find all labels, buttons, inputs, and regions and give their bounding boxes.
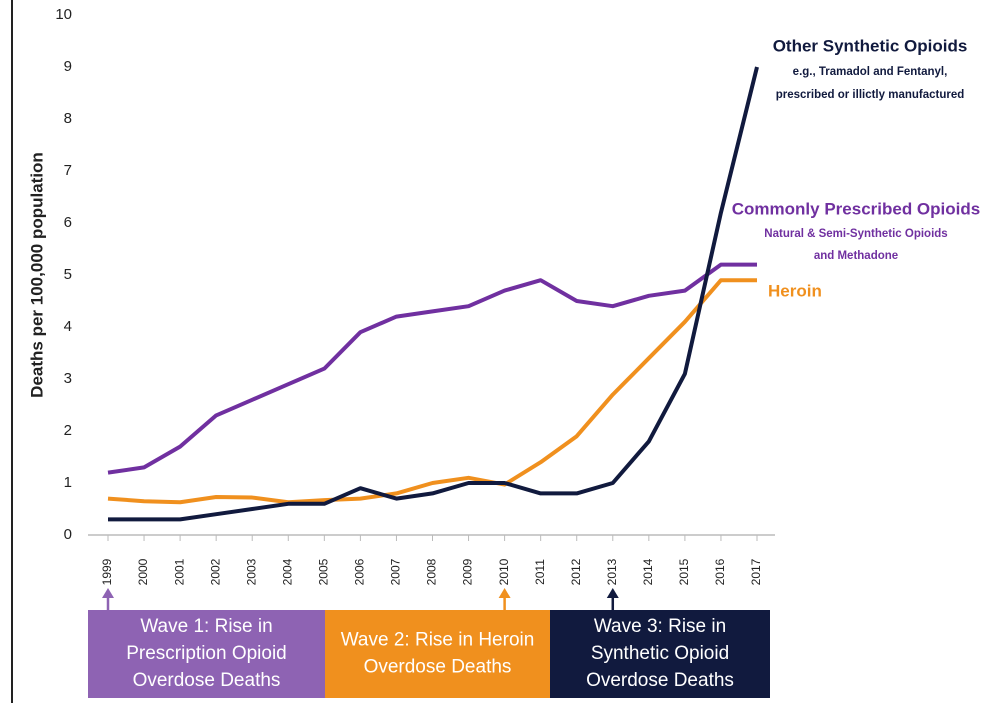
y-tick-label: 6 [64,214,72,231]
wave-arrowhead [102,588,114,598]
x-tick-label: 2016 [713,558,727,585]
wave-text: Overdose Deaths [133,670,281,691]
wave-text: Wave 3: Rise in [594,616,726,637]
wave-text: Synthetic Opioid [591,643,729,664]
series-description: e.g., Tramadol and Fentanyl, [793,66,948,78]
x-tick-label: 2015 [677,558,691,585]
x-tick-label: 2006 [353,558,367,585]
wave-text: Wave 1: Rise in [140,616,272,637]
y-tick-label: 4 [64,318,72,335]
x-tick-label: 2010 [497,558,511,585]
wave-arrowhead [606,588,619,598]
x-tick-label: 2009 [461,558,475,585]
series-line [107,278,757,505]
x-tick-label: 2007 [389,558,403,585]
wave-text: Overdose Deaths [586,670,734,691]
series-description: and Methadone [814,250,898,262]
x-tick-label: 2014 [641,558,655,585]
x-tick-label: 2001 [172,558,186,585]
y-tick-label: 5 [64,266,72,283]
x-tick-label: 2005 [317,558,331,585]
x-tick-label: 2004 [280,558,294,585]
y-tick-label: 3 [64,370,72,387]
x-tick-label: 2003 [244,558,258,585]
wave-text: Overdose Deaths [364,657,512,678]
y-axis-label: Deaths per 100,000 population [27,152,46,398]
x-tick-label: 2012 [569,558,583,585]
wave-box [88,610,325,698]
x-tick-label: 2011 [533,559,547,585]
x-tick-label: 2008 [425,558,439,585]
series-line [107,262,757,475]
series-label: Commonly Prescribed Opioids [732,199,980,218]
y-tick-label: 0 [64,526,72,543]
wave-text: Wave 2: Rise in Heroin [341,630,535,651]
wave-text: Prescription Opioid [126,643,287,664]
x-tick-label: 2017 [749,558,763,585]
series-label: Heroin [768,281,822,300]
y-tick-label: 7 [64,162,72,179]
y-tick-label: 8 [64,110,72,127]
y-tick-label: 2 [64,422,72,439]
y-tick-label: 9 [64,58,72,75]
x-tick-label: 2002 [208,558,222,585]
x-tick-label: 2013 [605,558,619,585]
series-line [108,66,759,522]
series-description: prescribed or illictly manufactured [776,89,965,101]
y-tick-label: 1 [64,474,72,491]
x-tick-label: 1999 [100,558,114,585]
series-description: Natural & Semi-Synthetic Opioids [764,228,947,240]
y-tick-label: 10 [55,6,72,23]
wave-arrowhead [498,588,511,598]
series-label: Other Synthetic Opioids [773,36,968,55]
x-tick-label: 2000 [136,558,150,585]
wave-box [550,610,770,698]
wave-box [325,610,550,698]
